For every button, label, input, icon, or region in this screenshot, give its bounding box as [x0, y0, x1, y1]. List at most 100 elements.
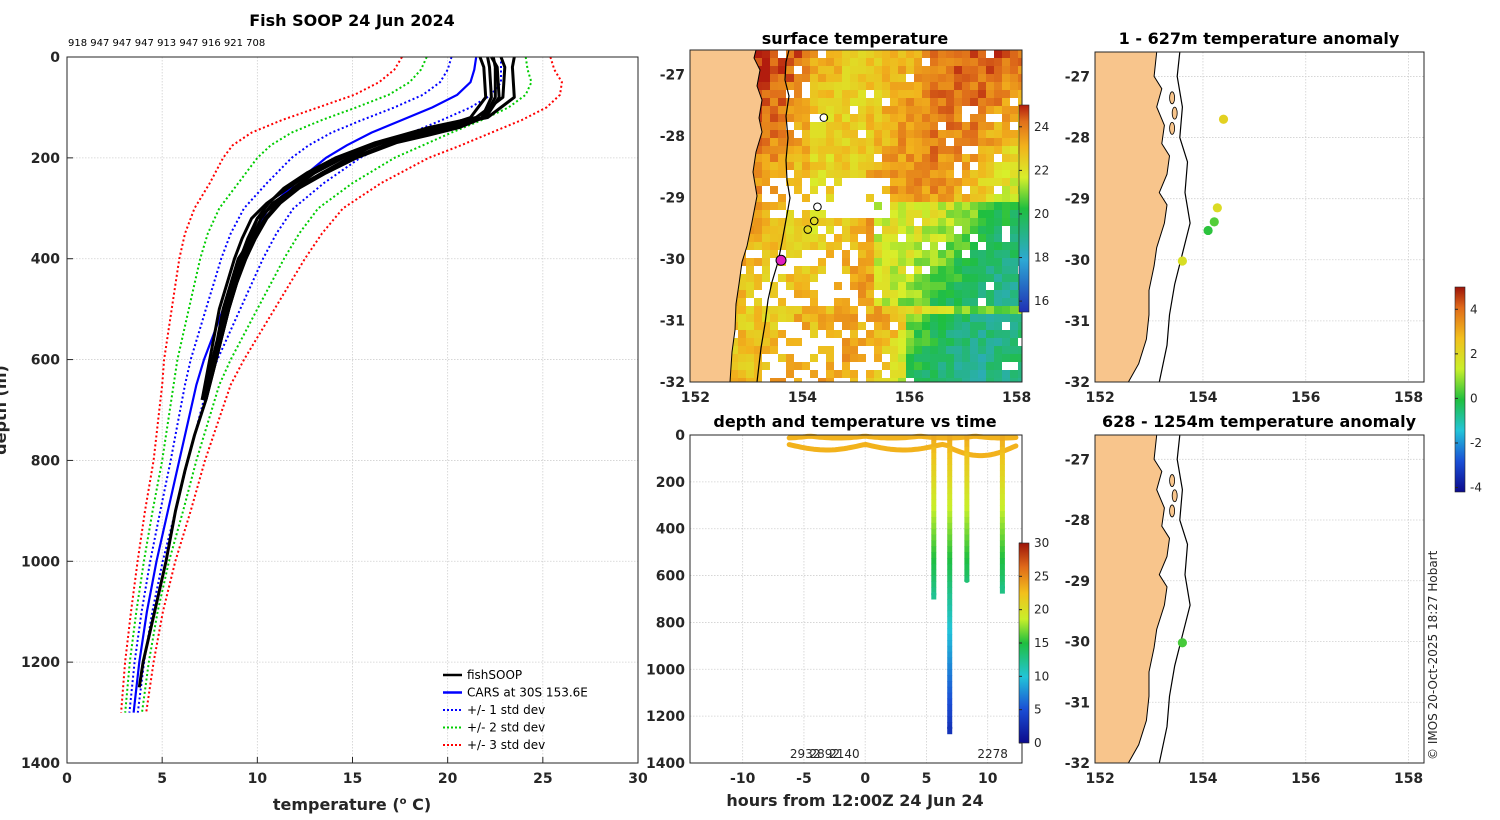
sst-cell [802, 218, 810, 226]
sst-cell [738, 362, 746, 370]
timeseries-cast-segment [999, 528, 1005, 536]
sst-cell [938, 330, 946, 338]
sst-cell [810, 242, 818, 250]
legend-label: +/- 3 std dev [467, 738, 545, 752]
sst-cell [1002, 178, 1010, 186]
sst-cell [874, 82, 882, 90]
sst-cell [946, 338, 954, 346]
sst-cell [986, 242, 994, 250]
sst-cell [922, 258, 930, 266]
sst-cell [754, 242, 762, 250]
sst-cell [954, 90, 962, 98]
sst-cell [1002, 258, 1010, 266]
sst-cell [890, 58, 898, 66]
sst-cell [802, 98, 810, 106]
sst-cell [858, 154, 866, 162]
sst-cell [890, 282, 898, 290]
sst-cell [818, 266, 826, 274]
sst-cell [1010, 346, 1018, 354]
sst-cell [890, 98, 898, 106]
sst-cell [866, 234, 874, 242]
sst-cell [754, 282, 762, 290]
sst-cell [1002, 170, 1010, 178]
sst-cell [970, 266, 978, 274]
cars-1std-line [136, 57, 502, 713]
sst-cell [866, 250, 874, 258]
timeseries-cast-segment [999, 517, 1005, 524]
sst-cell [810, 50, 818, 58]
sst-cell [938, 82, 946, 90]
anomaly-upper-coastline [1127, 52, 1171, 382]
sst-cell [890, 306, 898, 314]
sst-cell [850, 162, 858, 170]
sst-cell [970, 98, 978, 106]
sst-cell [954, 354, 962, 362]
sst-cell [906, 194, 914, 202]
sst-cell [770, 122, 778, 130]
sst-cell [826, 66, 834, 74]
profile-series [120, 56, 563, 713]
sst-cell [1018, 74, 1022, 82]
sst-cell [994, 282, 1002, 290]
sst-cell [986, 74, 994, 82]
sst-cell [914, 130, 922, 138]
sst-cell [866, 298, 874, 306]
sst-cell [858, 122, 866, 130]
sst-cell [866, 242, 874, 250]
sst-cell [866, 314, 874, 322]
sst-cell [898, 218, 906, 226]
sst-cell [834, 98, 842, 106]
timeseries-cast-segment [999, 464, 1005, 471]
sst-cell [834, 130, 842, 138]
timeseries-cast-segment [931, 481, 937, 489]
sst-cell [1010, 226, 1018, 234]
sst-cell [890, 186, 898, 194]
sst-cell [826, 314, 834, 322]
profile-axes-frame [66, 56, 639, 764]
timeseries-cast-segment [947, 651, 953, 659]
sst-cell [762, 114, 770, 122]
timeseries-cast-segment [999, 558, 1005, 565]
sst-cell [890, 170, 898, 178]
sst-cell [906, 122, 914, 130]
sst-cell [842, 122, 850, 130]
timeseries-cast-segment [931, 440, 937, 448]
sst-cell [898, 362, 906, 370]
sst-cell [794, 170, 802, 178]
sst-cell [946, 130, 954, 138]
sst-cell [978, 266, 986, 274]
profile-top-labels: 918 947 947 947 913 947 916 921 708 [68, 38, 265, 49]
sst-cell [1010, 178, 1018, 186]
sst-cell [882, 138, 890, 146]
sst-cell [818, 258, 826, 266]
sst-cell [762, 330, 770, 338]
sst-cell [810, 306, 818, 314]
sst-cell [1010, 186, 1018, 194]
timeseries-cast-segment [931, 534, 937, 541]
sst-cell [978, 250, 986, 258]
sst-cell [970, 274, 978, 282]
sst-cell [770, 306, 778, 314]
sst-cell [810, 314, 818, 322]
timeseries-ytick-label: 1000 [646, 662, 685, 678]
sst-cell [954, 298, 962, 306]
sst-cell [930, 162, 938, 170]
sst-cell [962, 90, 970, 98]
sst-cell [850, 50, 858, 58]
timeseries-bottom-label: 2932 [790, 747, 821, 761]
sst-cell [866, 338, 874, 346]
timeseries-cast-segment [964, 534, 970, 541]
sst-cell [762, 226, 770, 234]
sst-cell [978, 330, 986, 338]
sst-cell [938, 170, 946, 178]
sst-cell [762, 202, 770, 210]
sst-cell [858, 250, 866, 258]
sst-cell [978, 82, 986, 90]
sst-cell [994, 194, 1002, 202]
sst-cell [874, 130, 882, 138]
sst-cell [802, 170, 810, 178]
sst-cell [762, 58, 770, 66]
sst-cell [962, 218, 970, 226]
sst-cell [762, 66, 770, 74]
